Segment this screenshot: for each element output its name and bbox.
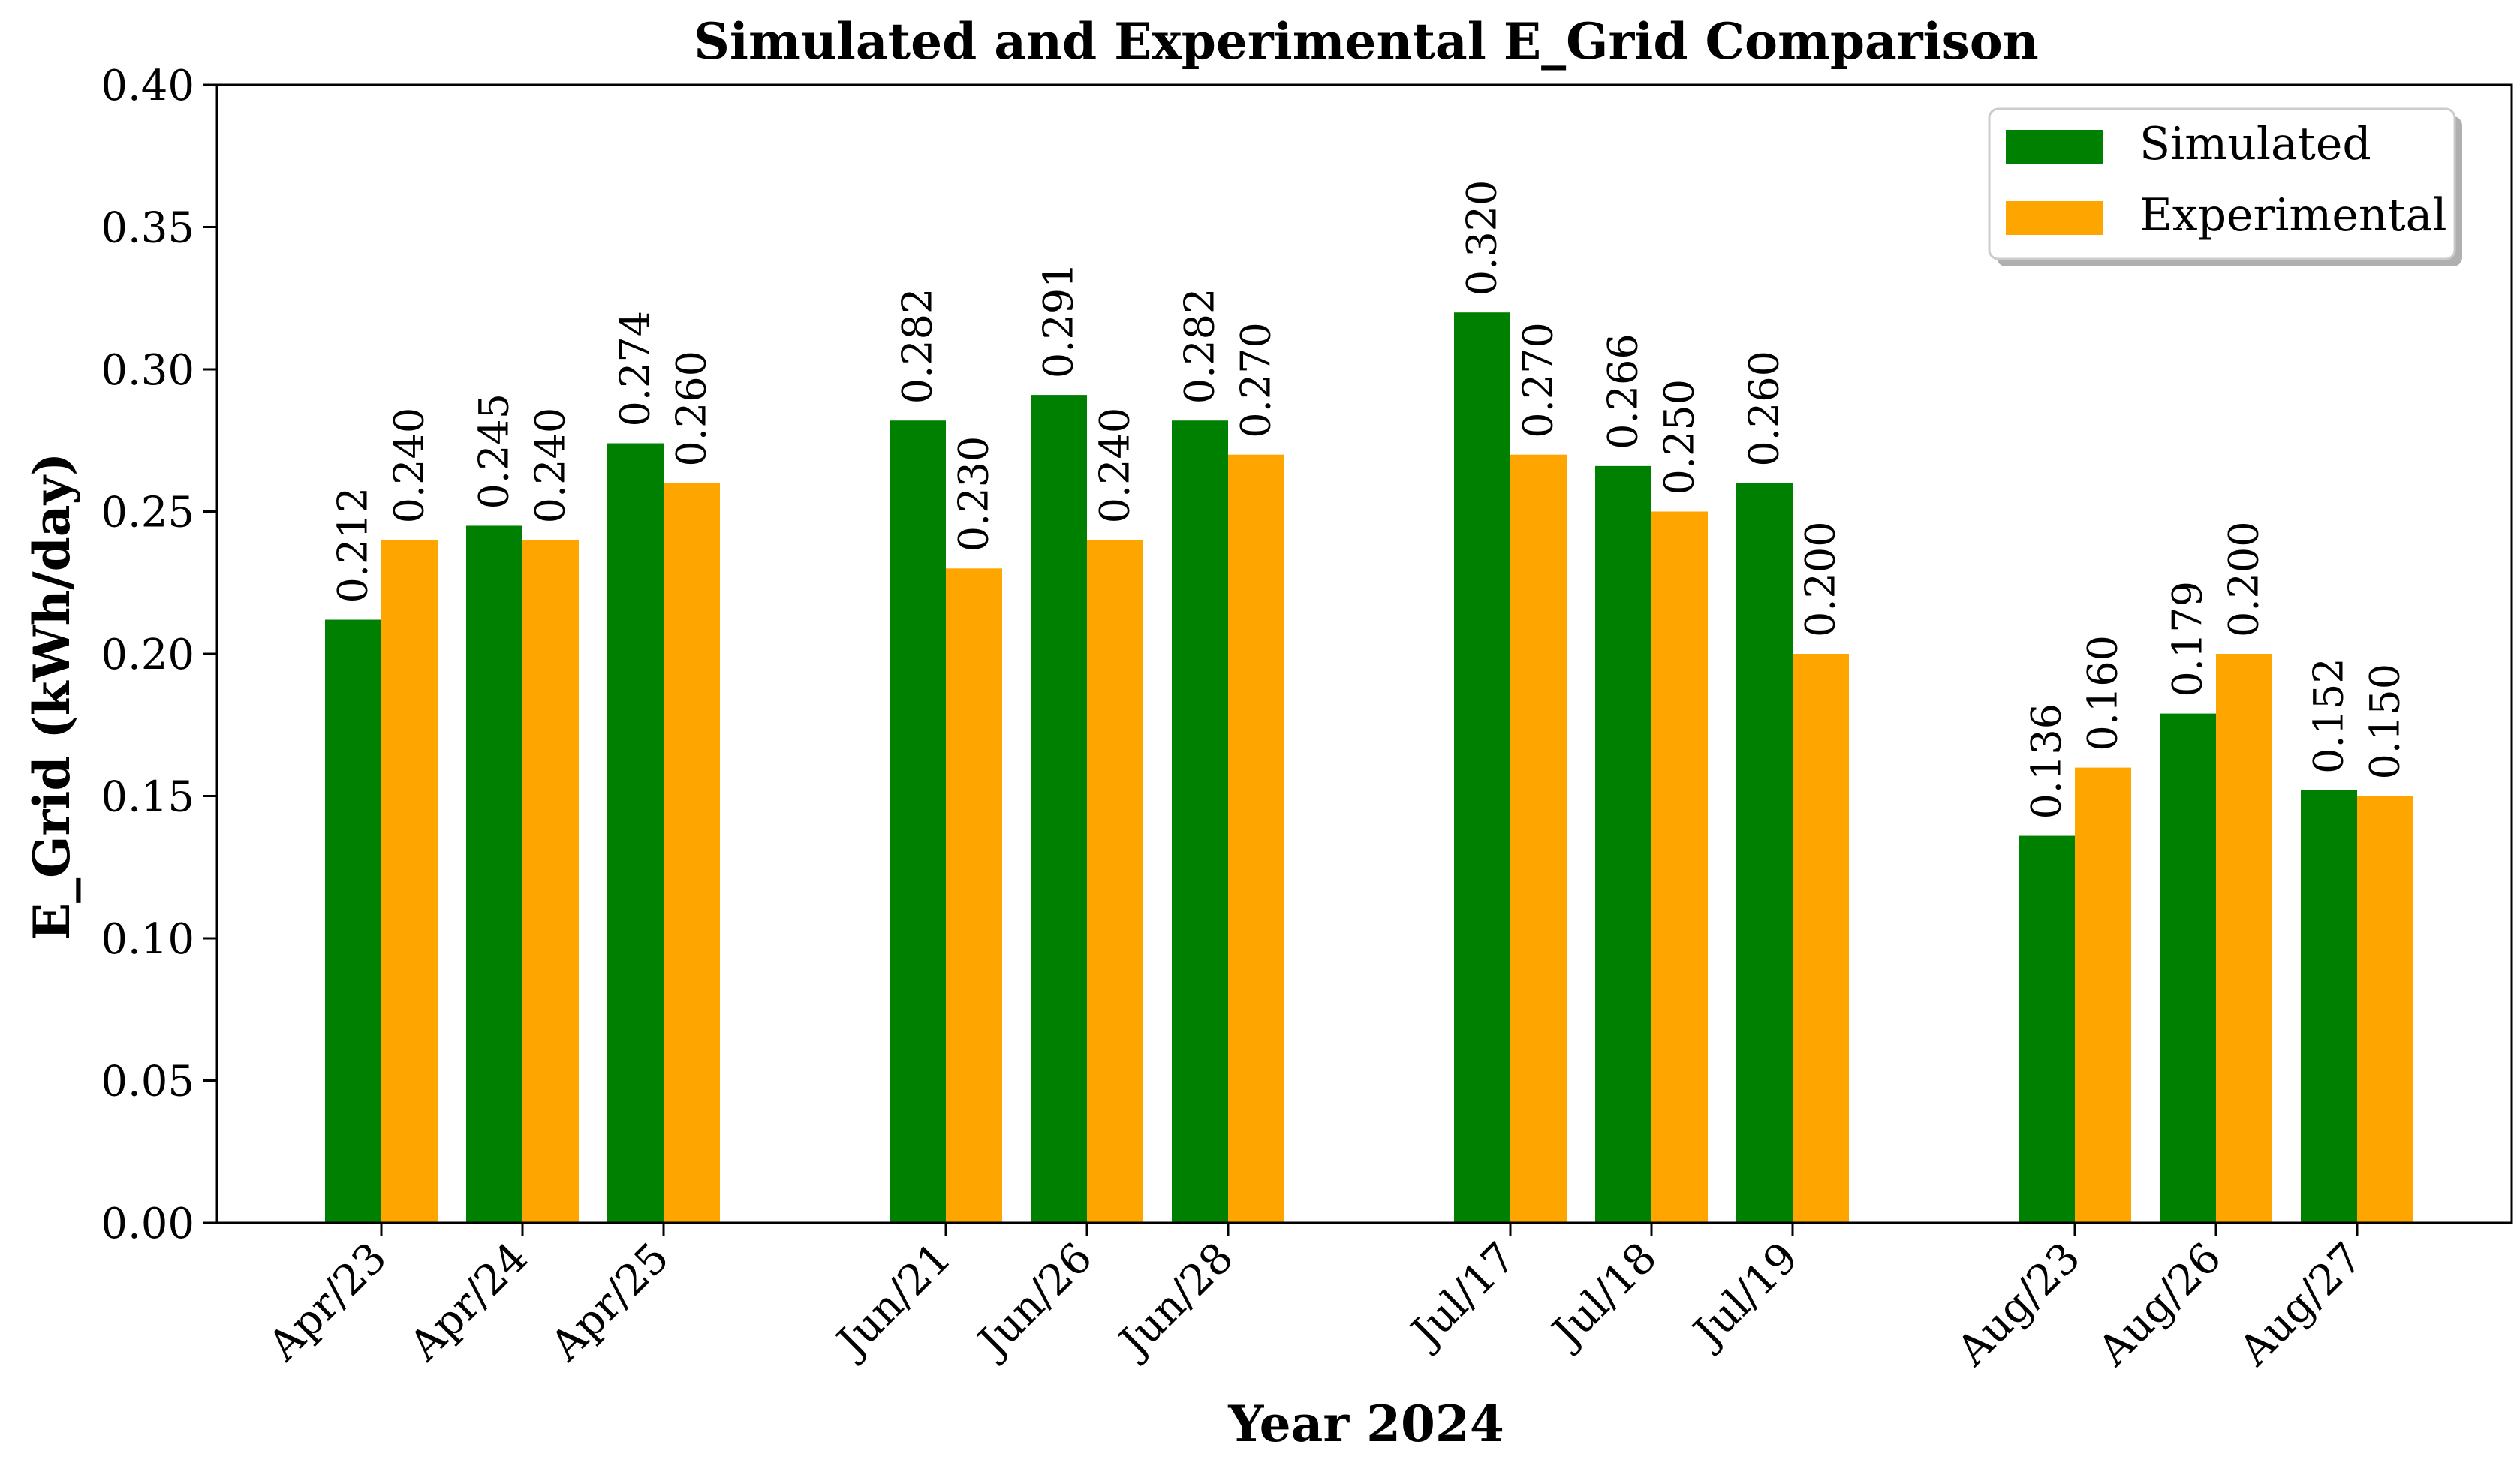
value-label-simulated: 0.282 <box>1176 288 1224 405</box>
plot-frame <box>215 83 2513 1224</box>
value-label-experimental: 0.160 <box>2079 635 2127 751</box>
y-tick-label: 0.10 <box>101 915 194 964</box>
y-axis-label: E_Grid (kWh/day) <box>23 453 81 941</box>
y-tick-label: 0.15 <box>101 773 194 822</box>
legend-swatch-experimental <box>2006 201 2103 235</box>
bar-experimental <box>1793 654 1849 1223</box>
bar-experimental <box>2216 654 2272 1223</box>
value-label-simulated: 0.274 <box>612 311 659 427</box>
value-label-experimental: 0.240 <box>386 408 433 524</box>
bar-experimental <box>1510 454 1567 1223</box>
bar-simulated <box>466 525 522 1223</box>
value-label-experimental: 0.270 <box>1233 322 1280 438</box>
value-label-simulated: 0.212 <box>330 487 377 604</box>
value-label-simulated: 0.152 <box>2305 658 2353 774</box>
x-axis-label: Year 2024 <box>1227 1395 1504 1453</box>
value-label-experimental: 0.240 <box>1091 408 1139 524</box>
bar-simulated <box>2301 790 2357 1223</box>
bar-simulated <box>325 619 381 1223</box>
bar-experimental <box>2075 767 2131 1223</box>
y-tick-label: 0.30 <box>101 346 194 395</box>
bar-simulated <box>607 443 664 1223</box>
y-tick-label: 0.20 <box>101 631 194 679</box>
bar-simulated <box>1595 465 1651 1223</box>
value-label-experimental: 0.150 <box>2362 664 2409 780</box>
value-label-simulated: 0.320 <box>1459 180 1506 297</box>
bar-experimental <box>1651 511 1708 1223</box>
bar-simulated <box>1031 395 1087 1223</box>
value-label-experimental: 0.240 <box>527 408 574 524</box>
value-label-simulated: 0.291 <box>1035 263 1082 379</box>
bar-simulated <box>890 420 946 1223</box>
legend-label-simulated: Simulated <box>2139 118 2371 170</box>
value-label-simulated: 0.266 <box>1600 333 1647 450</box>
legend-box <box>1988 107 2456 260</box>
bar-simulated <box>1736 483 1793 1223</box>
chart-title: Simulated and Experimental E_Grid Compar… <box>694 12 2039 71</box>
bar-experimental <box>664 483 720 1223</box>
y-tick-label: 0.40 <box>101 62 194 110</box>
y-tick-label: 0.05 <box>101 1058 194 1106</box>
bar-simulated <box>1454 312 1510 1224</box>
value-label-experimental: 0.200 <box>1797 521 1844 637</box>
y-axis-ticks: 0.00 0.05 0.10 0.15 0.20 0.25 0.30 0.35 0.40 <box>101 62 217 1248</box>
value-label-experimental: 0.230 <box>950 436 998 552</box>
value-labels-group: 0.212 0.245 0.274 0.282 0.291 0.282 0.320 0.266… <box>330 180 2409 820</box>
value-label-experimental: 0.200 <box>2220 521 2268 637</box>
y-tick-label: 0.00 <box>101 1200 194 1248</box>
value-label-simulated: 0.136 <box>2023 703 2070 820</box>
value-label-experimental: 0.270 <box>1515 322 1562 438</box>
bar-experimental <box>381 540 438 1223</box>
legend-swatch-simulated <box>2006 130 2103 164</box>
bar-simulated <box>2160 713 2216 1223</box>
value-label-simulated: 0.282 <box>894 288 941 405</box>
legend: Simulated Experimental <box>1988 107 2462 266</box>
value-label-simulated: 0.179 <box>2164 581 2211 697</box>
bar-experimental <box>2357 796 2413 1223</box>
bar-experimental <box>946 568 1002 1223</box>
bar-experimental <box>1228 454 1284 1223</box>
bar-experimental <box>1087 540 1143 1223</box>
bars-group <box>325 312 2413 1224</box>
y-tick-label: 0.35 <box>101 204 194 253</box>
y-tick-label: 0.25 <box>101 489 194 537</box>
bar-simulated <box>2019 835 2075 1223</box>
value-label-experimental: 0.260 <box>668 351 715 467</box>
value-label-simulated: 0.245 <box>471 393 518 510</box>
value-label-simulated: 0.260 <box>1741 351 1788 467</box>
value-label-experimental: 0.250 <box>1656 379 1703 495</box>
bar-experimental <box>522 540 579 1223</box>
legend-label-experimental: Experimental <box>2139 189 2447 242</box>
bar-simulated <box>1172 420 1228 1223</box>
